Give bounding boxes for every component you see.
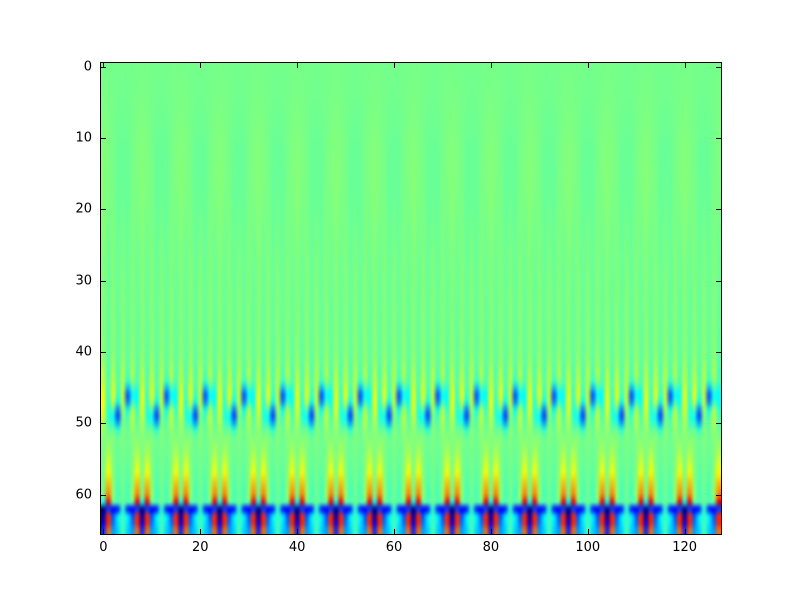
x-tick-mark (103, 63, 105, 68)
x-tick-mark (394, 529, 396, 534)
x-tick-mark (587, 63, 589, 68)
x-tick-mark (297, 529, 299, 534)
y-tick-mark (101, 137, 106, 139)
x-tick-mark (200, 63, 202, 68)
y-tick-label: 40 (75, 344, 92, 360)
y-tick-mark (101, 209, 106, 211)
plot-area (100, 62, 722, 535)
y-tick-mark (716, 280, 721, 282)
x-tick-mark (200, 529, 202, 534)
y-tick-label: 20 (75, 201, 92, 217)
x-tick-label: 0 (99, 540, 108, 555)
x-tick-label: 100 (575, 540, 601, 555)
y-tick-label: 50 (75, 415, 92, 431)
x-tick-label: 60 (385, 540, 403, 555)
y-tick-mark (716, 209, 721, 211)
y-tick-mark (101, 352, 106, 354)
y-tick-mark (716, 66, 721, 68)
x-tick-mark (297, 63, 299, 68)
x-tick-label: 80 (482, 540, 500, 555)
x-tick-label: 120 (672, 540, 698, 555)
y-tick-label: 30 (75, 273, 92, 289)
y-tick-mark (716, 423, 721, 425)
y-tick-label: 60 (75, 487, 92, 503)
x-tick-mark (490, 63, 492, 68)
y-tick-label: 0 (83, 59, 92, 75)
y-tick-mark (101, 423, 106, 425)
x-tick-mark (587, 529, 589, 534)
x-tick-label: 20 (192, 540, 209, 555)
x-tick-mark (684, 529, 686, 534)
x-tick-label: 40 (288, 540, 306, 555)
y-tick-mark (101, 66, 106, 68)
y-tick-mark (716, 494, 721, 496)
heatmap-canvas (101, 63, 721, 534)
y-tick-mark (101, 280, 106, 282)
y-tick-mark (101, 494, 106, 496)
x-tick-mark (394, 63, 396, 68)
x-tick-mark (490, 529, 492, 534)
x-tick-mark (684, 63, 686, 68)
y-tick-mark (716, 352, 721, 354)
y-tick-label: 10 (75, 130, 92, 146)
y-tick-mark (716, 137, 721, 139)
x-tick-mark (103, 529, 105, 534)
